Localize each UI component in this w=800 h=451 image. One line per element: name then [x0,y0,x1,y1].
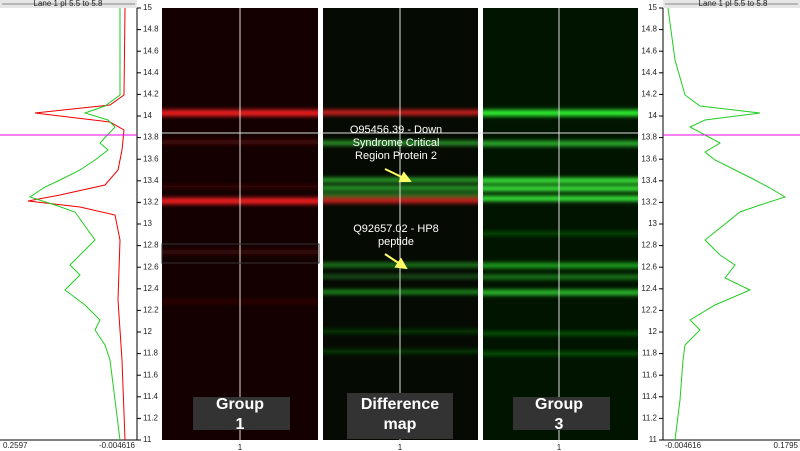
annotation: Region Protein 2 [355,150,437,162]
lane-label: Group 1 [216,396,264,433]
y-tick-label: 13.8 [641,133,657,142]
y-tick-label: 12.8 [641,241,657,250]
y-tick-label: 11.2 [642,414,658,423]
y-tick-label: 11.4 [143,392,159,401]
arrow [384,253,408,270]
lane-x-label: 1 [557,443,562,451]
y-tick-label: 12.2 [143,306,159,315]
y-tick-label: 14 [143,111,152,120]
profile-green [667,7,787,441]
y-tick-label: 12.6 [641,262,657,271]
profile-red [27,7,126,441]
y-tick-label: 14.8 [143,25,159,34]
y-tick-label: 12.4 [143,284,159,293]
y-tick-label: 14.6 [641,46,657,55]
y-tick-label: 13 [143,219,152,228]
lane-image [483,8,638,440]
lane-x-label: 1 [238,443,243,451]
y-tick-label: 14.2 [641,90,657,99]
y-tick-label: 14.2 [143,90,159,99]
selection-box [161,243,320,264]
panel-header: Lane 1 pI 5.5 to 5.8 [699,0,768,8]
y-tick-label: 13.4 [143,176,159,185]
arrow [384,168,412,183]
scale-label: 0.1795 [774,441,799,450]
y-tick-label: 13.2 [143,198,159,207]
y-tick-label: 11.6 [642,370,658,379]
y-tick-label: 14.4 [143,68,159,77]
y-tick-label: 12.4 [641,284,657,293]
y-tick-label: 11.6 [143,370,159,379]
y-tick-label: 14.8 [641,25,657,34]
lane-label: Group 3 [535,396,583,433]
y-tick-label: 12.8 [143,241,159,250]
y-tick-label: 12.2 [641,306,657,315]
y-tick-label: 11 [143,435,152,444]
y-tick-label: 14 [648,111,657,120]
scale-label: -0.004616 [665,441,702,450]
y-tick-label: 11.4 [642,392,658,401]
y-tick-label: 11 [649,435,658,444]
y-tick-label: 11.2 [143,414,159,423]
y-tick-label: 13.4 [641,176,657,185]
annotation: Q92657.02 - HP8 [353,223,439,235]
annotation: peptide [378,236,414,248]
lane-label: Difference map [361,396,439,433]
y-tick-label: 14.6 [143,46,159,55]
scale-label: 0.2597 [3,441,28,450]
y-tick-label: 12 [143,327,152,336]
y-tick-label: 13.6 [143,154,159,163]
annotation: O95456.39 - Down [350,124,442,136]
y-tick-label: 13.6 [641,154,657,163]
y-tick-label: 15 [143,3,152,12]
label-box [193,397,290,430]
y-tick-label: 14.4 [641,68,657,77]
y-tick-label: 13 [648,219,657,228]
y-tick-label: 13.8 [143,133,159,142]
y-tick-label: 11.8 [642,349,658,358]
y-tick-label: 15 [648,3,657,12]
y-tick-label: 13.2 [641,198,657,207]
label-box [347,393,453,439]
profile-green [28,8,121,441]
y-tick-label: 11.8 [143,349,159,358]
lane-x-label: 1 [398,443,403,451]
panel-header: Lane 1 pI 5.5 to 5.8 [34,0,103,8]
y-tick-label: 12 [648,327,657,336]
annotation: Syndrome Critical [353,137,440,149]
label-box [513,397,610,430]
y-tick-label: 12.6 [143,262,159,271]
scale-label: -0.004616 [99,441,136,450]
